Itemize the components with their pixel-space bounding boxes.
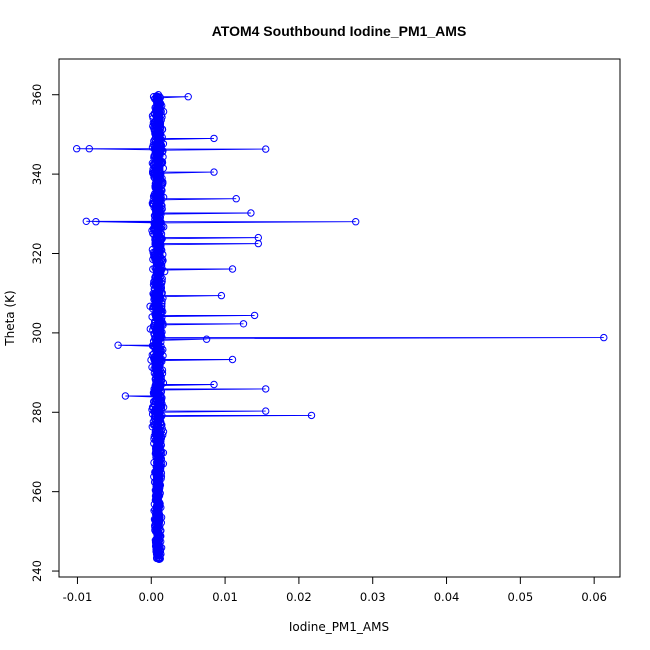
x-tick-label: 0.03 — [360, 590, 386, 604]
data-point — [184, 93, 192, 101]
data-point — [210, 168, 218, 176]
data-point — [82, 217, 91, 226]
data-point — [600, 333, 608, 342]
data-point — [262, 407, 270, 415]
x-axis-label: Iodine_PM1_AMS — [289, 620, 389, 634]
data-point — [352, 218, 360, 226]
y-tick-label: 240 — [30, 560, 44, 582]
data-point — [202, 335, 211, 343]
chart-title: ATOM4 Southbound Iodine_PM1_AMS — [212, 23, 467, 39]
data-point — [154, 91, 163, 99]
x-axis: -0.01 0.00 0.01 0.02 0.03 0.04 0.05 0.06 — [63, 576, 607, 604]
x-tick-label: -0.01 — [63, 590, 93, 604]
x-tick-label: 0.06 — [581, 590, 607, 604]
y-tick-label: 320 — [30, 243, 44, 265]
data-point — [73, 145, 81, 153]
data-point — [157, 201, 165, 209]
data-point — [254, 233, 262, 242]
y-tick-label: 260 — [30, 481, 44, 503]
y-tick-label: 340 — [30, 163, 44, 185]
data-point — [121, 392, 130, 400]
x-tick-label: 0.01 — [212, 590, 238, 604]
y-axis: 240 260 280 300 320 340 360 — [30, 84, 60, 582]
data-point — [210, 134, 218, 143]
data-point — [92, 218, 100, 226]
data-point — [239, 320, 248, 328]
y-tick-label: 360 — [30, 84, 44, 106]
data-point — [307, 411, 316, 420]
data-point — [262, 385, 270, 393]
data-point — [210, 380, 218, 389]
x-tick-label: 0.05 — [508, 590, 534, 604]
y-tick-label: 280 — [30, 401, 44, 423]
data-point — [228, 355, 237, 364]
y-tick-label: 300 — [30, 322, 44, 344]
data-layer — [73, 91, 608, 563]
data-point — [114, 341, 122, 349]
data-point — [232, 195, 240, 203]
data-point — [217, 291, 226, 300]
data-point — [85, 145, 94, 153]
y-axis-label: Theta (K) — [3, 290, 17, 346]
x-tick-label: 0.04 — [434, 590, 460, 604]
data-point — [247, 209, 255, 217]
data-point — [262, 145, 270, 153]
plot-frame — [58, 58, 621, 578]
x-tick-label: 0.02 — [286, 590, 312, 604]
data-point — [250, 311, 259, 320]
data-point — [228, 265, 237, 273]
x-tick-label: 0.00 — [138, 590, 164, 604]
